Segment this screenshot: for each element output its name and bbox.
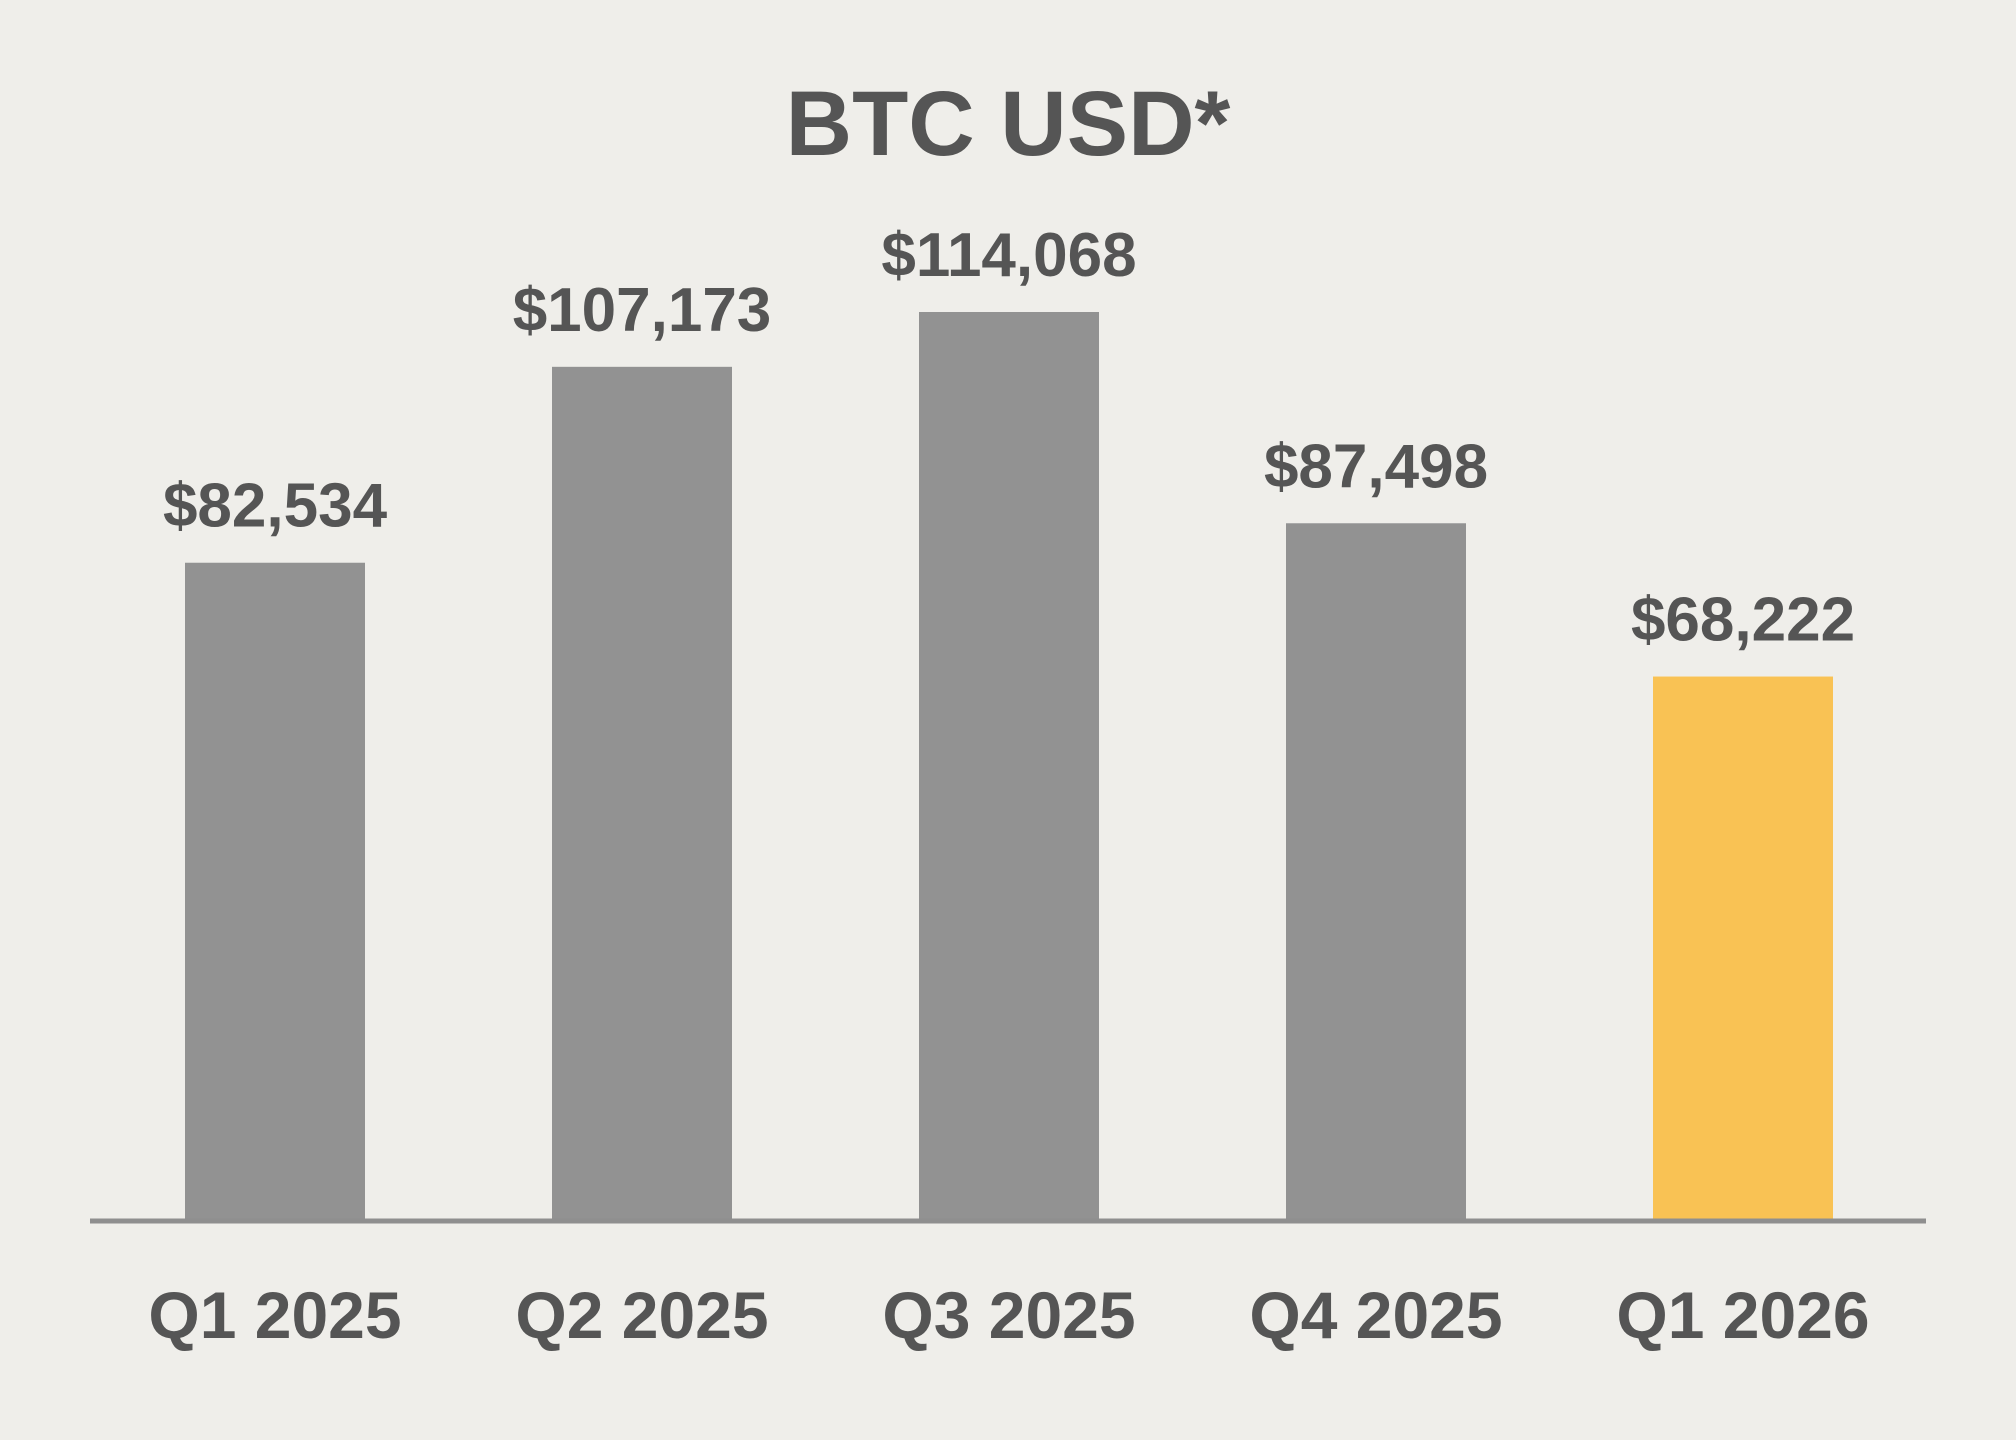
category-labels-layer: Q1 2025 Q2 2025 Q3 2025 Q4 2025 Q1 2026 [148, 1278, 1869, 1352]
category-label-q1-2026: Q1 2026 [1616, 1278, 1869, 1352]
bars-layer [185, 312, 1833, 1219]
category-label-q3-2025: Q3 2025 [882, 1278, 1135, 1352]
bar-q1-2026 [1653, 676, 1833, 1219]
category-label-q1-2025: Q1 2025 [148, 1278, 401, 1352]
value-labels-layer: $82,534 $107,173 $114,068 $87,498 $68,222 [163, 221, 1855, 655]
value-label-q2-2025: $107,173 [513, 276, 772, 345]
bar-q2-2025 [552, 366, 732, 1219]
value-label-q3-2025: $114,068 [881, 221, 1136, 290]
category-label-q2-2025: Q2 2025 [515, 1278, 768, 1352]
bar-q3-2025 [919, 312, 1099, 1219]
value-label-q1-2025: $82,534 [163, 472, 388, 541]
chart-title: BTC USD* [786, 73, 1231, 175]
value-label-q4-2025: $87,498 [1264, 432, 1488, 501]
bar-q1-2025 [185, 562, 365, 1219]
value-label-q1-2026: $68,222 [1631, 586, 1855, 655]
category-label-q4-2025: Q4 2025 [1249, 1278, 1502, 1352]
bar-q4-2025 [1286, 523, 1466, 1219]
